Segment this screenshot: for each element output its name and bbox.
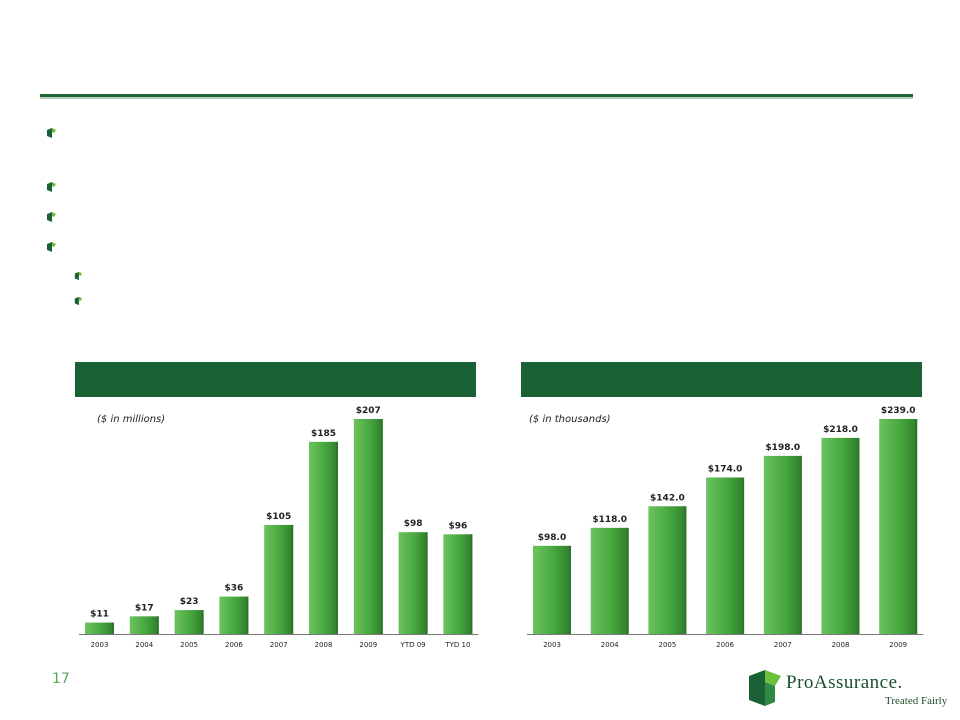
right-chart-units-note: ($ in thousands): [529, 414, 611, 425]
x-tick-label: 2007: [774, 641, 792, 649]
bar-shadow: [336, 441, 338, 634]
bar-2005: [174, 610, 204, 634]
bar-shadow: [626, 527, 629, 634]
x-tick-label: 2004: [135, 641, 153, 649]
x-tick-label: 2008: [315, 641, 333, 649]
leaf-bullet-icon: [47, 212, 56, 222]
leaf-bullet-icon: [47, 182, 56, 192]
bar-2009: [353, 419, 383, 634]
x-tick-label: 2004: [601, 641, 619, 649]
bar-2006: [706, 477, 745, 634]
bar-tyd-10: [443, 534, 473, 634]
leaf-bullet-icon: [47, 242, 56, 252]
bar-shadow: [201, 610, 204, 634]
value-label: $198.0: [765, 443, 800, 453]
bar-2007: [264, 524, 294, 634]
bar-2009: [879, 419, 918, 634]
leaf-logo-icon: [749, 670, 781, 706]
x-tick-label: 2005: [180, 641, 198, 649]
value-label: $239.0: [881, 406, 916, 416]
x-tick-label: 2008: [832, 641, 850, 649]
bar-2008: [309, 441, 338, 634]
bar-shadow: [156, 616, 159, 634]
x-tick-label: 2006: [716, 641, 734, 649]
bar-2003: [85, 622, 114, 634]
x-tick-label: 2005: [658, 641, 676, 649]
bar-shadow: [799, 455, 802, 634]
x-tick-label: 2003: [91, 641, 109, 649]
bar-2005: [648, 506, 687, 634]
bar-2007: [763, 455, 802, 634]
left-chart-header: [75, 362, 476, 397]
page-number: 17: [52, 671, 70, 687]
brand-tagline: Treated Fairly: [885, 695, 948, 707]
x-tick-label: 2003: [543, 641, 561, 649]
bar-2008: [821, 437, 860, 634]
bar-2006: [219, 596, 249, 634]
bar-shadow: [470, 534, 473, 634]
bar-shadow: [857, 437, 860, 634]
bar-shadow: [291, 524, 294, 634]
bar-ytd-09: [398, 532, 428, 634]
bar-2004: [590, 527, 629, 634]
bar-shadow: [569, 545, 571, 634]
value-label: $218.0: [823, 425, 858, 435]
value-label: $23: [180, 597, 199, 607]
right-bar-chart: $98.0 2003 $118.0 2004 $142.0 2005 $174.0 2006 $…: [527, 406, 924, 649]
bar-2004: [129, 616, 159, 634]
value-label: $207: [356, 406, 381, 416]
bar-2003: [533, 545, 571, 634]
x-tick-label: 2007: [270, 641, 288, 649]
leaf-bullet-icon: [47, 128, 56, 138]
leaf-subbullet-icon: [74, 296, 83, 306]
value-label: $17: [135, 603, 154, 613]
value-label: $98.0: [538, 533, 566, 543]
value-label: $36: [225, 584, 244, 594]
value-label: $142.0: [650, 493, 685, 503]
bar-shadow: [112, 622, 114, 634]
x-tick-label: TYD 10: [444, 641, 470, 649]
bar-shadow: [425, 532, 428, 634]
bar-shadow: [684, 506, 687, 634]
title-divider: [40, 94, 913, 97]
bar-shadow: [915, 419, 918, 634]
x-tick-label: 2009: [889, 641, 907, 649]
value-label: $105: [266, 512, 291, 522]
value-label: $11: [90, 610, 109, 620]
company-logo: ProAssurance. Treated Fairly: [745, 662, 955, 712]
leaf-subbullet-icon: [74, 271, 83, 281]
value-label: $118.0: [592, 515, 627, 525]
left-bar-chart: $11 2003 $17 2004 $23 2005 $36 2006 $105 2007 $185…: [79, 406, 479, 649]
value-label: $185: [311, 429, 336, 439]
value-label: $96: [449, 521, 468, 531]
bar-shadow: [380, 419, 383, 634]
bar-shadow: [742, 477, 745, 634]
brand-name: ProAssurance.: [786, 672, 903, 693]
value-label: $174.0: [708, 464, 743, 474]
x-tick-label: 2009: [359, 641, 377, 649]
left-chart-units-note: ($ in millions): [97, 414, 166, 425]
x-tick-label: YTD 09: [400, 641, 426, 649]
right-chart-header: [521, 362, 922, 397]
x-tick-label: 2006: [225, 641, 243, 649]
value-label: $98: [404, 519, 423, 529]
bar-shadow: [246, 596, 249, 634]
